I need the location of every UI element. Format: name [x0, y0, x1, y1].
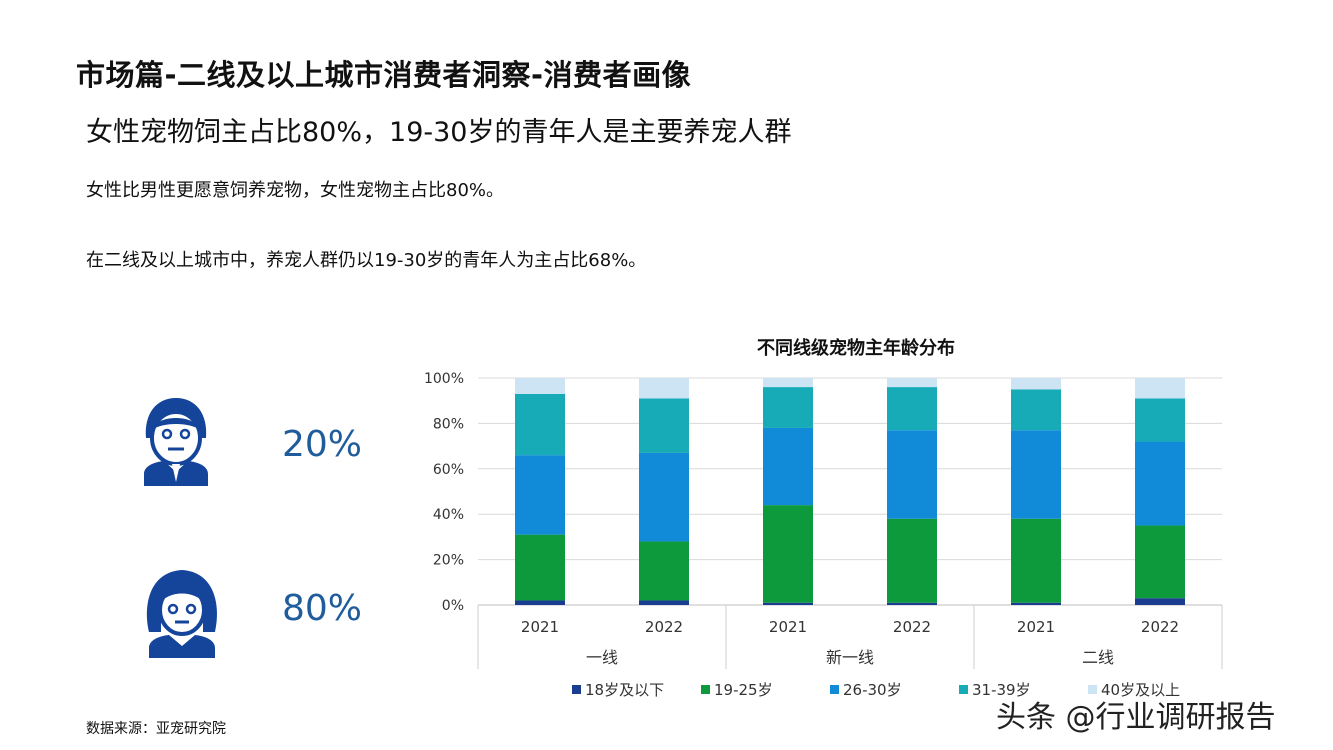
bar-segment [639, 541, 689, 601]
legend-label: 18岁及以下 [585, 681, 664, 699]
bar-segment [887, 602, 937, 605]
bar-segment [1011, 389, 1061, 431]
bar-segment [515, 534, 565, 601]
male-percent: 20% [282, 424, 363, 465]
chart-title: 不同线级宠物主年龄分布 [757, 337, 955, 359]
x-tick-label: 2022 [893, 618, 931, 636]
y-tick-label: 40% [433, 507, 464, 523]
x-tick-label: 2022 [1141, 618, 1179, 636]
x-tick-label: 2021 [1017, 618, 1055, 636]
female-percent: 80% [282, 588, 363, 629]
bar-segment [1011, 602, 1061, 605]
x-tick-label: 2021 [769, 618, 807, 636]
legend-swatch [701, 685, 710, 694]
x-tick-label: 2021 [521, 618, 559, 636]
male-person-icon [144, 398, 208, 486]
legend-swatch [1088, 685, 1097, 694]
y-tick-label: 20% [433, 553, 464, 569]
bar-segment [763, 602, 813, 605]
bar-segment [515, 393, 565, 456]
bar-segment [639, 378, 689, 399]
legend-swatch [830, 685, 839, 694]
watermark: 头条 @行业调研报告 [996, 700, 1276, 735]
legend-swatch [572, 685, 581, 694]
bar-segment [639, 600, 689, 605]
bar-segment [1011, 430, 1061, 519]
data-source: 数据来源：亚宠研究院 [86, 721, 226, 737]
bar-segment [639, 398, 689, 453]
legend-label: 19-25岁 [714, 681, 773, 699]
bar-segment [763, 387, 813, 428]
bar-segment [1135, 378, 1185, 399]
bar-segment [1135, 398, 1185, 442]
bar-segment [887, 430, 937, 519]
y-tick-label: 100% [424, 371, 464, 387]
age-distribution-chart: 不同线级宠物主年龄分布 0% 20% 40% 60% 80% 100% 2021 2022 202… [400, 330, 1300, 719]
bar-segment [1135, 525, 1185, 599]
x-group-label: 二线 [1082, 648, 1114, 667]
bar-segment [763, 378, 813, 388]
female-person-icon [146, 570, 218, 658]
bullet-text-female-share: 女性比男性更愿意饲养宠物，女性宠物主占比80%。 [86, 180, 505, 201]
bar-segment [887, 518, 937, 603]
legend-label: 31-39岁 [972, 681, 1031, 699]
chart-svg: 不同线级宠物主年龄分布 0% 20% 40% 60% 80% 100% 2021 2022 202… [424, 337, 1223, 699]
x-group-label: 一线 [586, 648, 618, 667]
bar-segment [515, 600, 565, 605]
page-title: 市场篇-二线及以上城市消费者洞察-消费者画像 [76, 58, 692, 92]
page-subtitle: 女性宠物饲主占比80%，19-30岁的青年人是主要养宠人群 [86, 117, 792, 148]
legend-swatch [959, 685, 968, 694]
bar-segment [1011, 378, 1061, 390]
bar-segment [639, 452, 689, 542]
bar-segment [1011, 518, 1061, 603]
bullet-text-age-share: 在二线及以上城市中，养宠人群仍以19-30岁的青年人为主占比68%。 [86, 250, 647, 271]
bar-segment [515, 455, 565, 535]
y-tick-label: 80% [433, 416, 464, 432]
bar-segment [887, 378, 937, 388]
bar-segment [887, 387, 937, 431]
bar-segment [1135, 441, 1185, 526]
bar-segment [763, 427, 813, 506]
bar-segment [1135, 598, 1185, 605]
y-tick-label: 60% [433, 462, 464, 478]
legend-label: 40岁及以上 [1101, 681, 1180, 699]
x-tick-label: 2022 [645, 618, 683, 636]
legend-label: 26-30岁 [843, 681, 902, 699]
y-tick-label: 0% [442, 598, 464, 614]
bar-segment [763, 505, 813, 603]
x-group-label: 新一线 [826, 648, 874, 667]
bar-segment [515, 378, 565, 394]
